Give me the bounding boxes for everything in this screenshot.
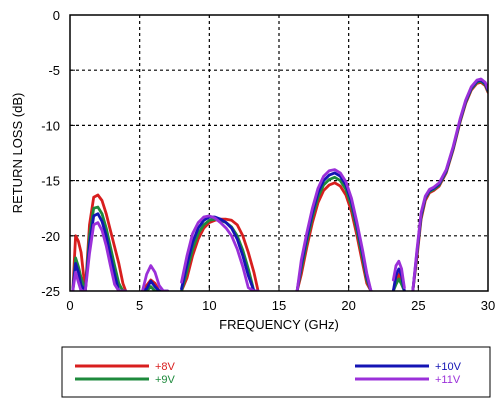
- x-tick-label: 5: [136, 298, 143, 313]
- x-tick-label: 20: [341, 298, 355, 313]
- x-tick-label: 0: [66, 298, 73, 313]
- x-tick-label: 10: [202, 298, 216, 313]
- y-tick-label: -25: [41, 284, 60, 299]
- x-tick-label: 15: [272, 298, 286, 313]
- x-tick-label: 30: [481, 298, 495, 313]
- series-line: [71, 78, 488, 291]
- legend-label: +11V: [435, 374, 461, 386]
- y-tick-label: -15: [41, 174, 60, 189]
- x-axis-label: FREQUENCY (GHz): [219, 317, 339, 332]
- legend-label: +8V: [155, 361, 176, 373]
- series-line: [71, 80, 488, 291]
- series-lines: [71, 77, 488, 291]
- legend-label: +10V: [435, 361, 462, 373]
- y-axis-label: RETURN LOSS (dB): [10, 93, 25, 214]
- y-tick-label: -20: [41, 229, 60, 244]
- legend: +8V+9V +10V+11V: [75, 361, 462, 386]
- series-line: [71, 79, 488, 291]
- legend-box: [61, 346, 491, 398]
- legend-label: +9V: [155, 374, 176, 386]
- y-tick-label: 0: [53, 8, 60, 23]
- y-tick-label: -5: [48, 63, 60, 78]
- grid-lines: [70, 15, 488, 291]
- x-tick-label: 25: [411, 298, 425, 313]
- series-line: [71, 77, 488, 291]
- y-tick-label: -10: [41, 118, 60, 133]
- axis-ticks: 0 5 10 15 20 25 30 0 -5 -10 -15 -20 -25: [41, 8, 495, 313]
